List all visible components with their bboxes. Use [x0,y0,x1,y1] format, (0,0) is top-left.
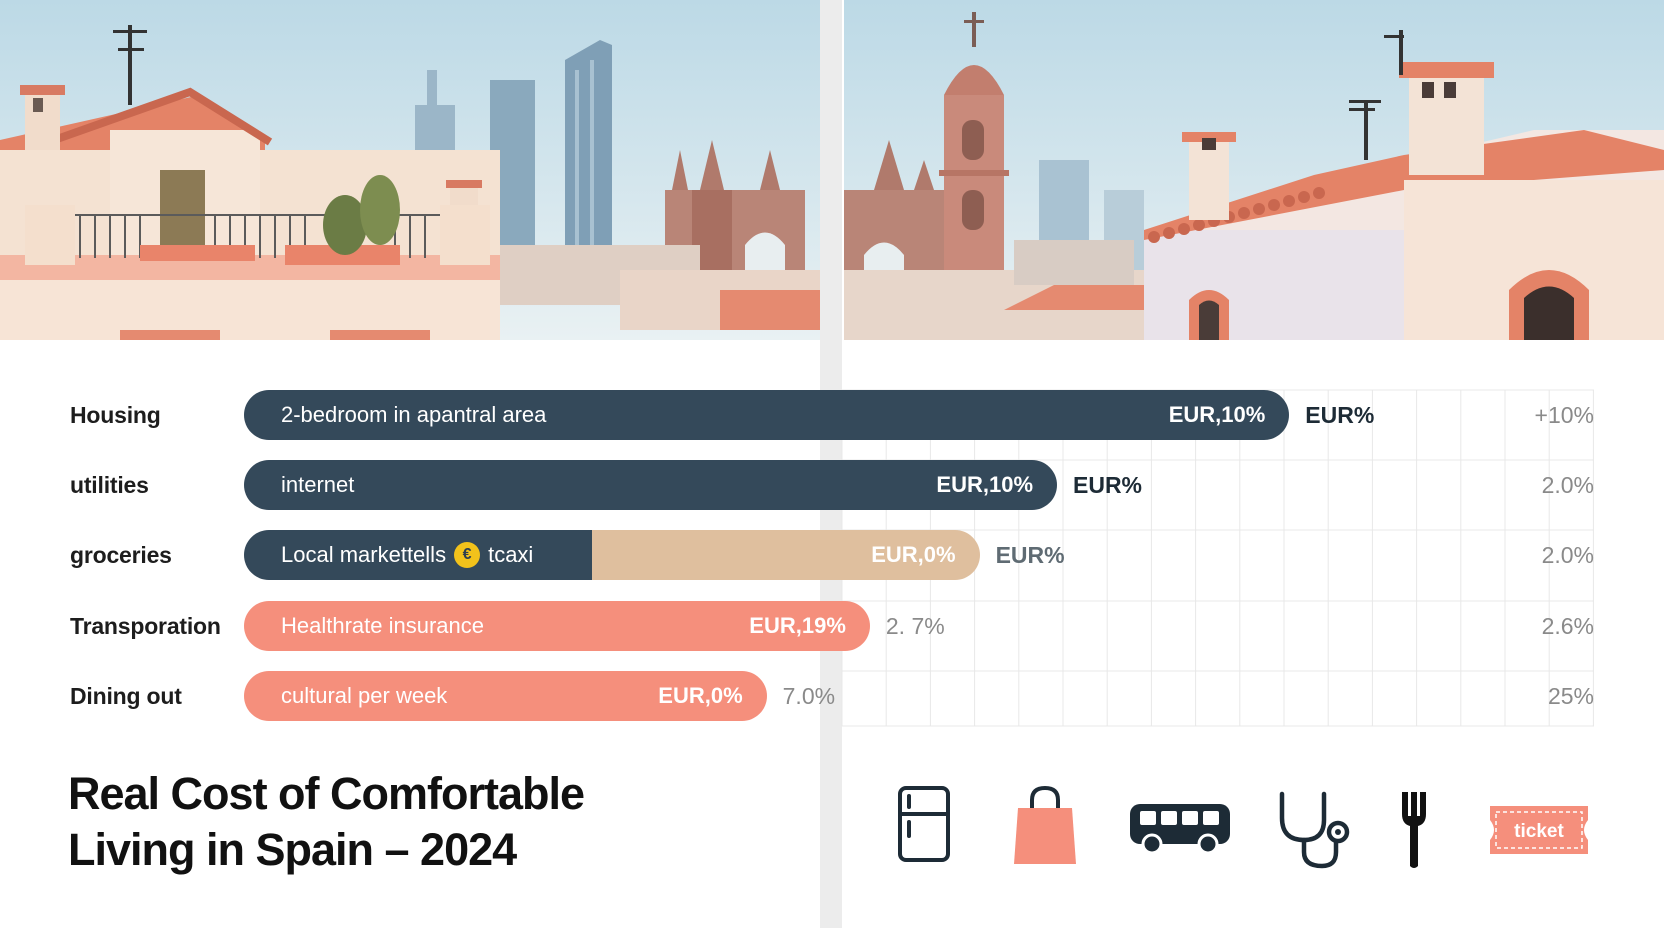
bar-inner-label-utilities: internet [281,460,354,510]
bar-inner-label-housing: 2-bedroom in apantral area [281,390,546,440]
bar-inner-value-housing: EUR,10% [1168,402,1266,427]
outside-value-housing: EUR% [1305,402,1375,428]
ticket-icon: ticket [1490,806,1588,854]
bar-inner-label-text: Local markettells [281,542,447,567]
bar-inner-label-text: 2-bedroom in apantral area [281,402,547,427]
bar-utilities: internet EUR,10% [244,460,1057,510]
bar-segment-groceries [244,530,593,580]
rooftop-skyline-left-illustration [0,0,820,340]
bar-inner-label-dining-out: cultural per week [281,671,447,721]
bar-segment-utilities [244,460,1057,510]
chart-title-line-2: Living in Spain – 2024 [68,824,517,875]
category-label-utilities: utilities [70,472,149,498]
right-value-dining-out: 25% [1547,683,1594,709]
bar-inner-value-transportation: EUR,19% [749,613,846,638]
right-value-groceries: 2.0% [1541,542,1594,568]
outside-value-dining-out: 7.0% [782,683,836,709]
bar-housing: 2-bedroom in apantral area EUR,10% [244,390,1290,440]
bar-segment-housing [244,390,1290,440]
right-value-utilities: 2.0% [1541,472,1594,498]
bar-inner-label-text: Healthrate insurance [281,613,485,638]
right-value-transportation: 2.6% [1541,613,1594,639]
category-label-transportation: Transporation [70,613,221,639]
chart-title: Real Cost of Comfortable Living in Spain… [68,766,668,878]
bus-icon [1130,804,1230,855]
bar-inner-label-groceries: Local markettells € tcaxi [281,530,533,580]
shopping-bag-icon [1014,786,1076,864]
refrigerator-icon [898,786,950,862]
right-value-housing: +10% [1534,402,1594,428]
bar-inner-label-text: cultural per week [281,683,448,708]
bar-dining-out: cultural per week EUR,0% [244,671,767,721]
euro-coin-icon: € [454,542,481,568]
fork-icon [1402,792,1426,868]
category-label-groceries: groceries [70,542,172,568]
category-label-housing: Housing [70,402,161,428]
bar-inner-value-dining-out: EUR,0% [658,683,743,708]
bar-inner-label-transportation: Healthrate insurance [281,601,484,651]
outside-value-groceries: EUR% [995,542,1065,568]
ticket-label: ticket [1514,821,1564,842]
illustration-right [844,0,1664,340]
bar-segment-groceries-secondary [592,530,980,580]
bar-groceries: Local markettells € tcaxi EUR,0% [244,530,980,580]
category-label-dining-out: Dining out [70,683,182,709]
bar-inner-label-text: internet [281,472,355,497]
bar-segment-transportation [244,601,870,651]
illustration-left [0,0,820,340]
stethoscope-icon [1279,791,1350,869]
bar-transportation: Healthrate insurance EUR,19% [244,601,870,651]
bar-inner-label-suffix: tcaxi [488,542,534,567]
bar-segment-dining-out [244,671,767,721]
chart-title-line-1: Real Cost of Comfortable [68,768,585,819]
outside-value-utilities: EUR% [1073,472,1143,498]
rooftop-skyline-right-illustration [844,0,1664,340]
bar-inner-value-groceries: EUR,0% [871,542,956,567]
outside-value-transportation: 2. 7% [885,613,945,639]
bar-inner-value-utilities: EUR,10% [936,472,1033,497]
